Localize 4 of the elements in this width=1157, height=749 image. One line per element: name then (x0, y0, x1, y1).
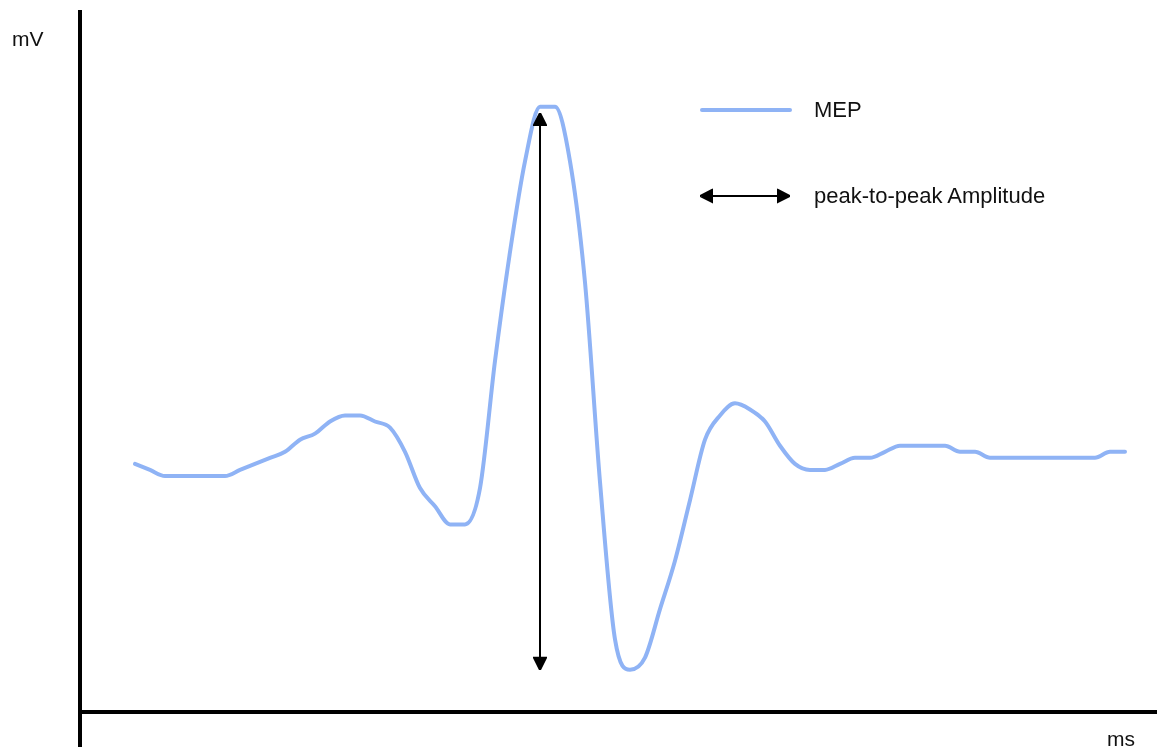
annotation: peak-to-peak Amplitude (814, 183, 1046, 209)
legend-label: MEP (814, 97, 862, 123)
y-axis-title: mV (12, 27, 44, 50)
x-axis-title: ms (1107, 727, 1135, 749)
